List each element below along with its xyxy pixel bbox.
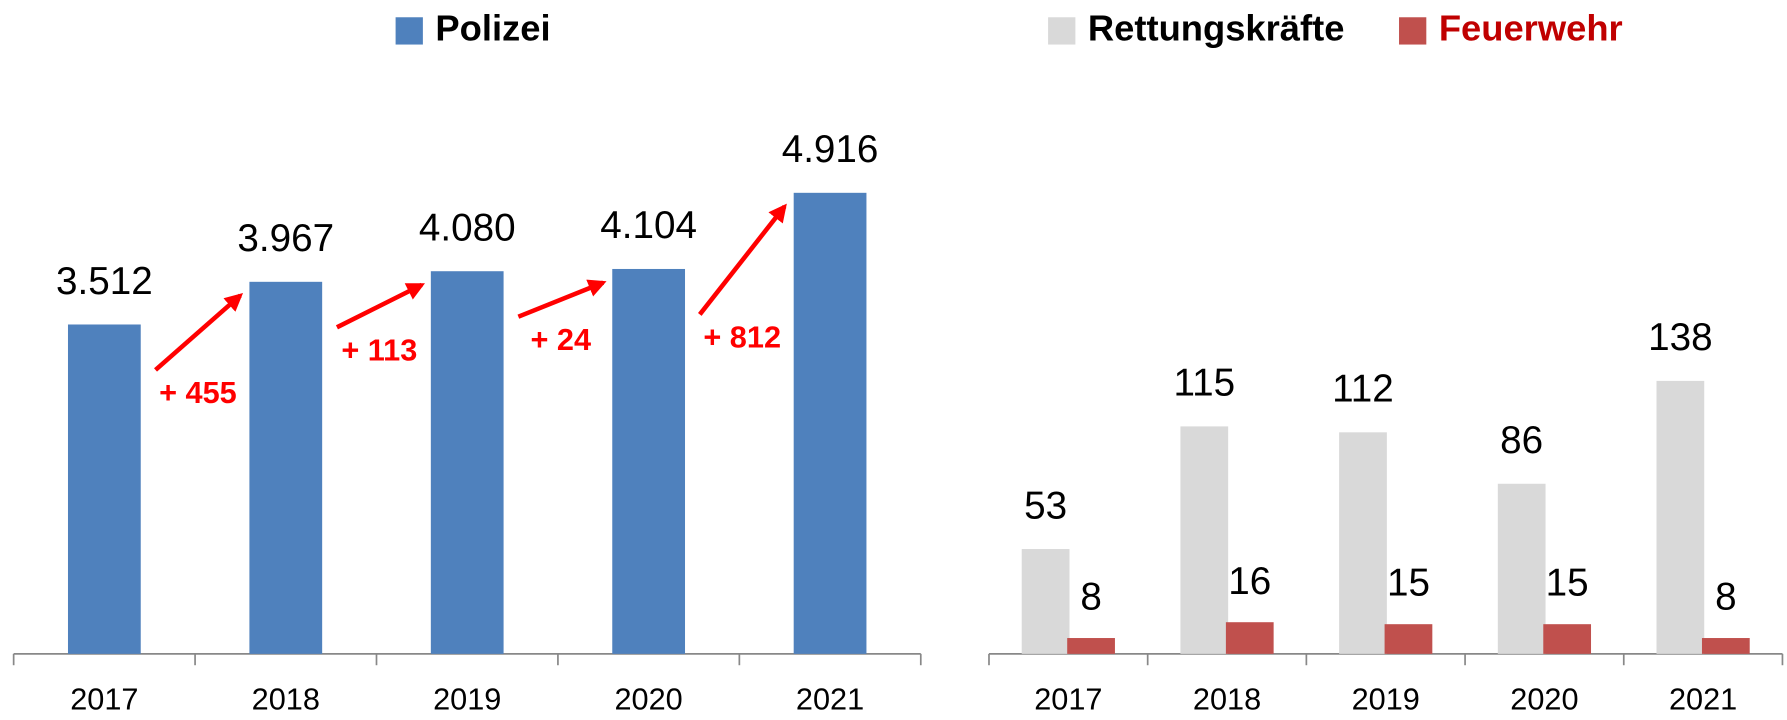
bar (249, 281, 323, 654)
value-label: 3.512 (56, 260, 153, 303)
x-tick-label: 2018 (1193, 682, 1261, 717)
x-tick-label: 2020 (1510, 682, 1578, 717)
value-label: 53 (1024, 484, 1067, 527)
value-label: 138 (1648, 316, 1712, 359)
legend-swatch (1399, 17, 1427, 45)
value-label: 8 (1080, 576, 1102, 619)
bar (1021, 549, 1070, 654)
bar (67, 324, 141, 654)
annotation-arrow (698, 203, 787, 316)
annotation: + 24 (530, 322, 591, 357)
annotation-arrow (335, 282, 425, 330)
legend-label: Rettungskräfte (1088, 8, 1345, 49)
bar (1067, 638, 1115, 654)
x-tick-label: 2019 (433, 682, 501, 717)
value-label: 8 (1715, 576, 1736, 619)
annotation-arrow (154, 293, 244, 372)
x-tick-label: 2020 (614, 682, 682, 717)
bar (1339, 432, 1387, 654)
bar (612, 268, 686, 654)
bar (1497, 483, 1546, 654)
x-tick-label: 2021 (796, 682, 864, 717)
bar (1384, 624, 1433, 654)
bar (793, 192, 867, 654)
bar (430, 271, 504, 654)
value-label: 15 (1546, 562, 1589, 605)
x-tick-label: 2018 (252, 682, 320, 717)
annotation-arrow (517, 279, 607, 319)
x-tick-label: 2017 (1034, 682, 1102, 717)
value-label: 3.967 (237, 217, 334, 260)
annotation: + 455 (159, 375, 237, 410)
value-label: 86 (1500, 419, 1543, 462)
annotation: + 812 (703, 320, 781, 355)
x-tick-label: 2019 (1352, 682, 1420, 717)
value-label: 112 (1332, 368, 1394, 411)
bar (1656, 380, 1705, 654)
legend-swatch (395, 17, 423, 45)
bar (1701, 638, 1750, 654)
legend-label: Polizei (435, 8, 550, 49)
value-label: 16 (1228, 560, 1271, 603)
value-label: 115 (1173, 362, 1235, 405)
legend-label: Feuerwehr (1439, 8, 1623, 49)
bar (1225, 622, 1274, 654)
value-label: 4.104 (600, 204, 697, 247)
value-label: 4.080 (419, 206, 516, 249)
value-label: 15 (1387, 562, 1430, 605)
legend-swatch (1048, 17, 1076, 45)
value-label: 4.916 (782, 128, 879, 171)
bar (1543, 624, 1592, 654)
x-tick-label: 2017 (70, 682, 138, 717)
bar (1180, 426, 1229, 654)
annotation: + 113 (341, 332, 417, 367)
x-tick-label: 2021 (1669, 682, 1737, 717)
